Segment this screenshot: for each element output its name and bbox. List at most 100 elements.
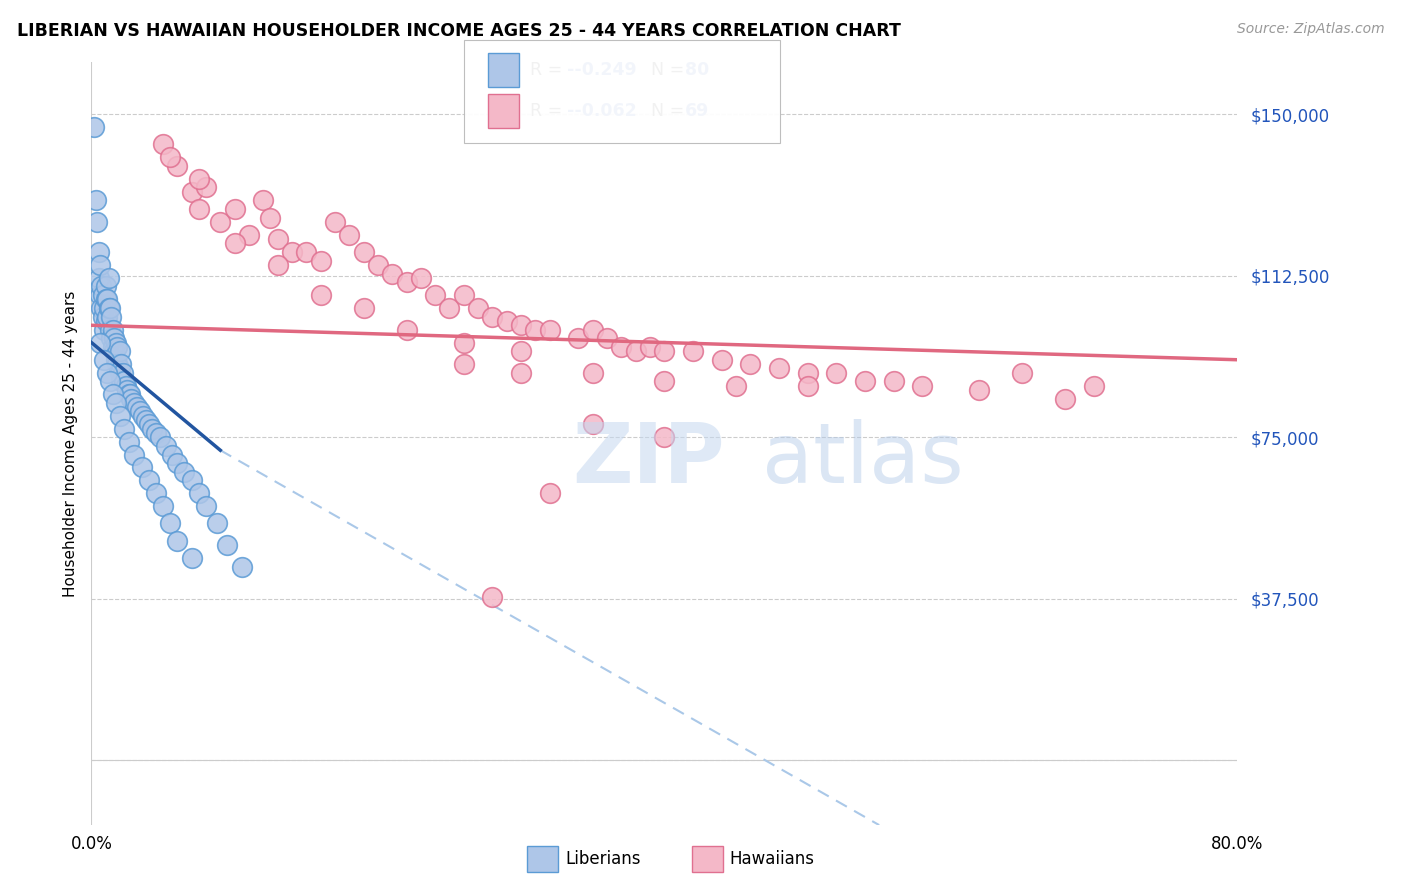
Point xyxy=(159,150,181,164)
Point xyxy=(108,409,131,423)
Point xyxy=(131,460,153,475)
Point xyxy=(112,374,135,388)
Point xyxy=(969,383,991,397)
Point xyxy=(453,335,475,350)
Point xyxy=(96,293,118,307)
Point xyxy=(96,366,118,380)
Point xyxy=(108,344,131,359)
Point xyxy=(87,245,110,260)
Text: 69: 69 xyxy=(685,102,709,120)
Point xyxy=(98,322,121,336)
Point xyxy=(911,378,934,392)
Point xyxy=(117,434,139,449)
Point xyxy=(481,590,503,604)
Point xyxy=(510,318,533,333)
Point xyxy=(117,387,139,401)
Point xyxy=(180,185,202,199)
Point xyxy=(94,314,117,328)
Point xyxy=(110,357,132,371)
Point xyxy=(149,430,172,444)
Point xyxy=(652,374,675,388)
Point xyxy=(582,322,605,336)
Point xyxy=(266,232,288,246)
Point xyxy=(100,310,122,324)
Point xyxy=(97,301,120,315)
Point xyxy=(510,344,533,359)
Point xyxy=(94,293,117,307)
Point xyxy=(395,322,418,336)
Point xyxy=(853,374,876,388)
Point xyxy=(495,314,517,328)
Point xyxy=(796,366,818,380)
Point xyxy=(768,361,790,376)
Point xyxy=(710,352,733,367)
Point xyxy=(353,245,375,260)
Point xyxy=(187,202,209,216)
Point xyxy=(120,387,142,401)
Point xyxy=(94,279,117,293)
Point xyxy=(87,271,110,285)
Point xyxy=(90,301,112,315)
Point xyxy=(127,400,149,414)
Text: R =: R = xyxy=(530,61,568,78)
Point xyxy=(194,500,217,514)
Text: --0.249: --0.249 xyxy=(567,61,637,78)
Point xyxy=(481,310,503,324)
Text: --0.062: --0.062 xyxy=(567,102,637,120)
Point xyxy=(90,279,112,293)
Point xyxy=(166,159,188,173)
Point xyxy=(166,533,188,548)
Y-axis label: Householder Income Ages 25 - 44 years: Householder Income Ages 25 - 44 years xyxy=(62,291,77,597)
Point xyxy=(114,378,136,392)
Point xyxy=(1011,366,1033,380)
Point xyxy=(98,301,121,315)
Point xyxy=(582,366,605,380)
Point xyxy=(93,322,115,336)
Point xyxy=(132,409,155,423)
Point xyxy=(84,194,107,208)
Point xyxy=(796,378,818,392)
Point xyxy=(825,366,848,380)
Point xyxy=(740,357,762,371)
Point xyxy=(624,344,647,359)
Point xyxy=(381,267,404,281)
Point xyxy=(108,366,131,380)
Text: R =: R = xyxy=(530,102,568,120)
Point xyxy=(101,387,124,401)
Point xyxy=(295,245,318,260)
Point xyxy=(93,352,115,367)
Point xyxy=(121,392,143,406)
Point xyxy=(104,335,127,350)
Point xyxy=(86,215,108,229)
Point xyxy=(224,236,246,251)
Point xyxy=(423,288,446,302)
Point xyxy=(1083,378,1105,392)
Point xyxy=(209,215,232,229)
Point xyxy=(104,352,127,367)
Text: N =: N = xyxy=(651,102,690,120)
Point xyxy=(152,137,174,152)
Point xyxy=(337,227,360,242)
Point xyxy=(187,486,209,500)
Text: LIBERIAN VS HAWAIIAN HOUSEHOLDER INCOME AGES 25 - 44 YEARS CORRELATION CHART: LIBERIAN VS HAWAIIAN HOUSEHOLDER INCOME … xyxy=(17,22,901,40)
Point xyxy=(101,340,124,354)
Point xyxy=(538,322,561,336)
Point xyxy=(166,456,188,470)
Point xyxy=(439,301,461,315)
Point xyxy=(323,215,346,229)
Point xyxy=(395,275,418,289)
Point xyxy=(103,331,125,345)
Point xyxy=(91,310,114,324)
Point xyxy=(467,301,489,315)
Point xyxy=(105,357,128,371)
Point xyxy=(1054,392,1077,406)
Point xyxy=(180,551,202,566)
Point xyxy=(596,331,619,345)
Text: ZIP: ZIP xyxy=(572,418,725,500)
Point xyxy=(453,357,475,371)
Point xyxy=(724,378,747,392)
Point xyxy=(217,538,239,552)
Point xyxy=(638,340,661,354)
Point xyxy=(124,396,146,410)
Point xyxy=(207,516,229,531)
